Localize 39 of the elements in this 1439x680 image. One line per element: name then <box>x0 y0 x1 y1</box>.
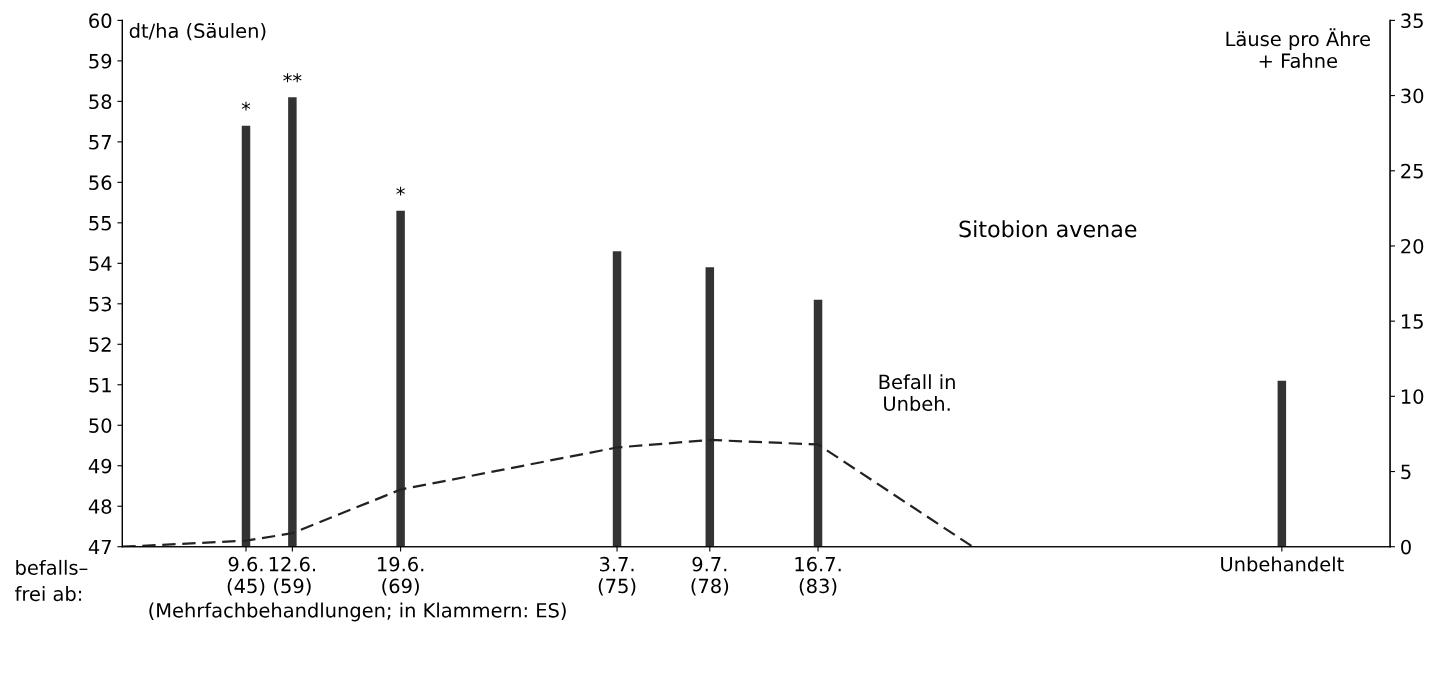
y-tick-label: 48 <box>88 499 112 514</box>
y-tick-label: 55 <box>89 216 111 231</box>
y2-tick-label: 35 <box>1401 13 1423 29</box>
x-axis-title: (Mehrfachbehandlungen; in Klammern: ES) <box>149 602 566 622</box>
y2-tick-label: 10 <box>1401 389 1424 405</box>
x-tick-label: 9.6. (45) <box>227 556 265 596</box>
y-tick-label: 60 <box>89 13 112 29</box>
y-tick-label: 50 <box>89 418 112 433</box>
x-tick-label: 3.7. (75) <box>598 556 636 596</box>
y2-tick-label: 0 <box>1401 539 1411 555</box>
x-tick-label: 16.7. (83) <box>795 556 841 596</box>
y2-axis-title: Läuse pro Ähre + Fahne <box>1226 28 1371 69</box>
y2-tick-label: 5 <box>1401 464 1411 480</box>
y2-tick-label: 30 <box>1401 88 1424 104</box>
y-tick-label: 53 <box>89 296 112 312</box>
x-tick-label: Unbehandelt <box>1221 556 1344 572</box>
x-tick-label: 9.7. (78) <box>691 556 729 596</box>
data-label: * <box>241 101 251 111</box>
line-series <box>122 438 974 547</box>
text: Befall in Unbeh. <box>879 374 955 412</box>
x-tick-label: 12.6. (59) <box>269 556 316 596</box>
text: befalls– frei ab: <box>15 559 88 602</box>
y-tick-label: 51 <box>89 377 111 393</box>
y-tick-label: 57 <box>89 135 111 150</box>
y2-tick-label: 25 <box>1401 163 1423 179</box>
y-tick-label: 47 <box>88 539 111 555</box>
data-label: * <box>396 186 405 196</box>
y-tick-label: 59 <box>89 53 112 69</box>
y2-tick-label: 20 <box>1401 238 1424 254</box>
y2-tick-label: 15 <box>1401 314 1423 329</box>
data-label: ** <box>283 73 302 83</box>
y-tick-label: 58 <box>89 94 112 110</box>
x-tick-label: 19.6. (69) <box>378 556 424 596</box>
y-tick-label: 52 <box>89 337 111 352</box>
y-tick-label: 54 <box>89 256 112 271</box>
y-axis-title: dt/ha (Säulen) <box>129 23 266 41</box>
y-tick-label: 56 <box>89 175 112 191</box>
text: Sitobion avenae <box>959 220 1137 238</box>
y-tick-label: 49 <box>88 458 112 474</box>
